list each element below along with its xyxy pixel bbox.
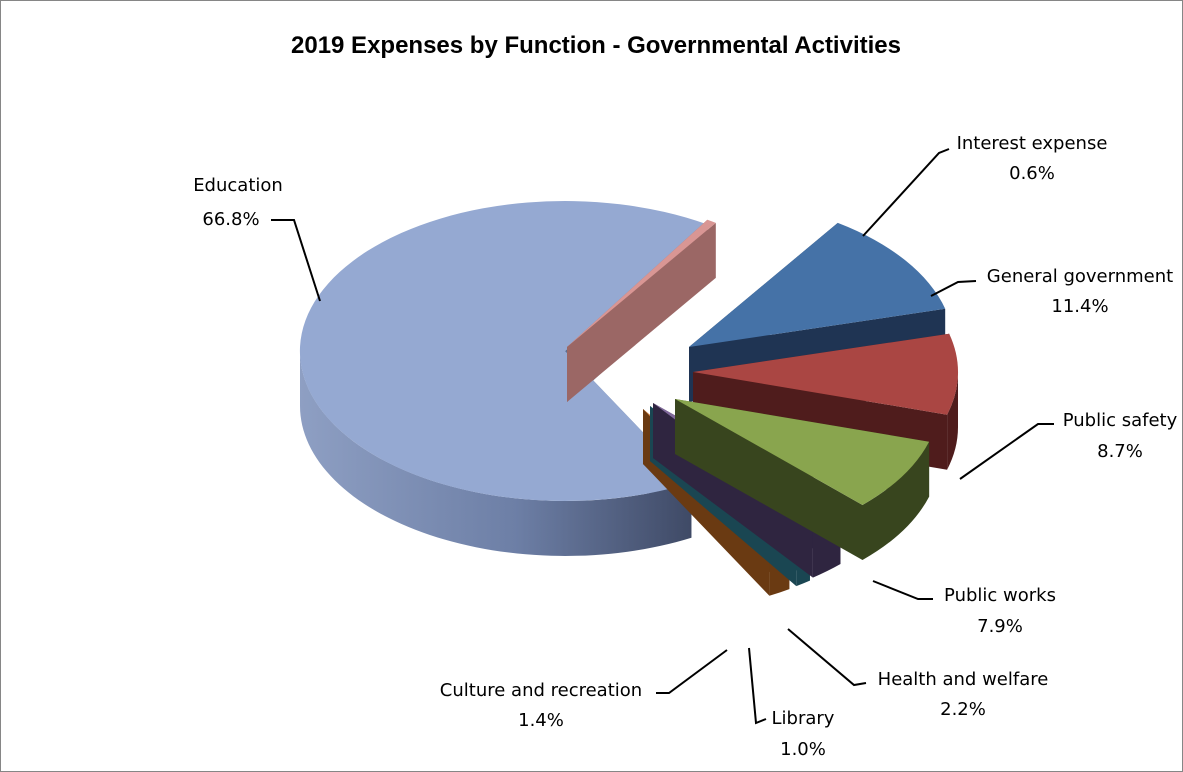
slice-wall-interest-expense-1 xyxy=(567,222,716,402)
label-general-government-name: General government xyxy=(987,266,1173,287)
label-interest-expense-name: Interest expense xyxy=(957,133,1108,154)
label-culture-recreation-value: 1.4% xyxy=(518,710,564,731)
label-education-value: 66.8% xyxy=(202,209,259,230)
slice-education xyxy=(299,200,706,556)
chart-title: 2019 Expenses by Function - Governmental… xyxy=(291,32,901,59)
leader-library xyxy=(748,647,767,725)
label-public-works-value: 7.9% xyxy=(977,616,1023,637)
slice-top-general-government xyxy=(689,222,946,347)
slice-public-works xyxy=(675,399,930,560)
slice-wall-public-works-1 xyxy=(675,399,863,560)
slice-side-public-works-0 xyxy=(862,441,930,560)
label-interest-expense-value: 0.6% xyxy=(1009,163,1055,184)
label-health-welfare-name: Health and welfare xyxy=(878,669,1049,690)
pie-slices xyxy=(299,200,959,596)
slice-top-education xyxy=(299,200,706,501)
slice-side-education-0 xyxy=(300,351,692,556)
label-education-name: Education xyxy=(193,175,283,196)
slice-top-public-safety xyxy=(693,333,959,415)
leader-interest-expense xyxy=(862,148,950,237)
label-library-value: 1.0% xyxy=(780,739,826,760)
leader-public-works xyxy=(872,580,933,600)
slice-side-public-safety-0 xyxy=(947,372,959,470)
leader-lines xyxy=(271,148,1054,725)
slice-top-interest-expense xyxy=(567,219,716,347)
leader-public-safety xyxy=(959,423,1054,480)
label-public-works-name: Public works xyxy=(944,585,1056,606)
label-general-government-value: 11.4% xyxy=(1051,296,1108,317)
leader-education xyxy=(271,219,321,302)
leader-culture-recreation xyxy=(656,649,728,694)
label-culture-recreation-name: Culture and recreation xyxy=(440,680,642,701)
label-health-welfare-value: 2.2% xyxy=(940,699,986,720)
label-public-safety-value: 8.7% xyxy=(1097,441,1143,462)
slice-interest-expense xyxy=(567,219,716,402)
leader-health-welfare xyxy=(787,628,867,687)
slice-top-public-works xyxy=(675,399,930,505)
label-library-name: Library xyxy=(772,708,835,729)
label-public-safety-name: Public safety xyxy=(1063,410,1178,431)
leader-general-government xyxy=(930,280,977,297)
